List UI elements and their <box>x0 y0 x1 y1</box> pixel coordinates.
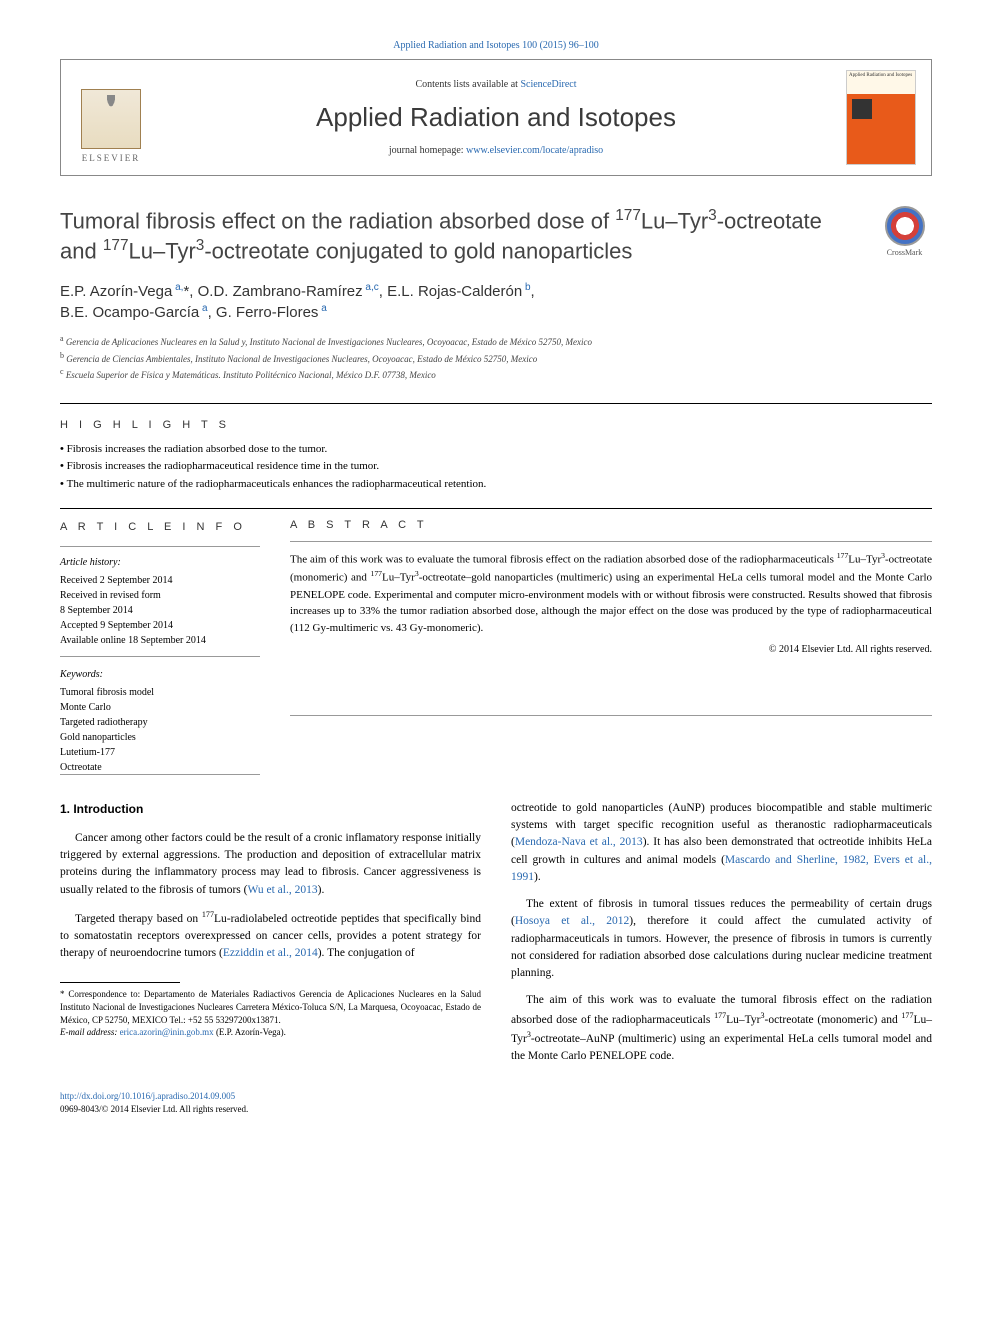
affiliations: a Gerencia de Aplicaciones Nucleares en … <box>60 333 932 383</box>
citation-link[interactable]: Mendoza-Nava et al., 2013 <box>515 836 643 848</box>
citation-link[interactable]: Hosoya et al., 2012 <box>515 915 629 927</box>
affil-a-sup: a <box>60 334 64 343</box>
right-column: octreotide to gold nanoparticles (AuNP) … <box>511 800 932 1075</box>
divider <box>60 508 932 509</box>
keyword: Targeted radiotherapy <box>60 715 260 730</box>
keyword: Lutetium-177 <box>60 745 260 760</box>
intro-p2: Targeted therapy based on 177Lu-radiolab… <box>60 909 481 963</box>
affil-b-sup: b <box>60 351 64 360</box>
history-item: Received 2 September 2014 <box>60 573 260 588</box>
sciencedirect-link[interactable]: ScienceDirect <box>520 79 576 90</box>
affil-c: Escuela Superior de Física y Matemáticas… <box>66 370 436 380</box>
homepage-prefix: journal homepage: <box>389 145 466 156</box>
intro-heading: 1. Introduction <box>60 800 481 818</box>
citation-link[interactable]: Mascardo and Sherline, 1982, Evers et al… <box>511 854 932 883</box>
issn-copyright: 0969-8043/© 2014 Elsevier Ltd. All right… <box>60 1104 248 1114</box>
article-info-sidebar: A R T I C L E I N F O Article history: R… <box>60 519 260 775</box>
crossmark-badge[interactable]: CrossMark <box>877 206 932 257</box>
keyword: Tumoral fibrosis model <box>60 685 260 700</box>
abstract-copyright: © 2014 Elsevier Ltd. All rights reserved… <box>290 644 932 655</box>
divider <box>290 715 932 716</box>
journal-cover-thumbnail[interactable]: Applied Radiation and Isotopes <box>846 70 916 165</box>
history-item: Available online 18 September 2014 <box>60 633 260 648</box>
keyword: Gold nanoparticles <box>60 730 260 745</box>
keyword: Octreotate <box>60 760 260 775</box>
crossmark-icon <box>885 206 925 246</box>
contents-line: Contents lists available at ScienceDirec… <box>146 79 846 90</box>
cover-title: Applied Radiation and Isotopes <box>849 73 912 78</box>
elsevier-tree-icon <box>81 89 141 149</box>
journal-header: ELSEVIER Contents lists available at Sci… <box>60 59 932 176</box>
email-link[interactable]: erica.azorin@inin.gob.mx <box>120 1027 214 1037</box>
contents-prefix: Contents lists available at <box>415 79 520 90</box>
doi-block: http://dx.doi.org/10.1016/j.apradiso.201… <box>60 1090 932 1115</box>
affil-a: Gerencia de Aplicaciones Nucleares en la… <box>66 337 592 347</box>
crossmark-label: CrossMark <box>877 248 932 257</box>
keywords-label: Keywords: <box>60 667 260 682</box>
abstract-heading: A B S T R A C T <box>290 519 932 531</box>
highlight-item: Fibrosis increases the radiopharmaceutic… <box>60 458 932 476</box>
citation-link[interactable]: Wu et al., 2013 <box>247 884 317 896</box>
homepage-line: journal homepage: www.elsevier.com/locat… <box>146 145 846 156</box>
divider <box>60 403 932 404</box>
citation-link[interactable]: Ezziddin et al., 2014 <box>223 947 318 959</box>
correspondence-footnote: * Correspondence to: Departamento de Mat… <box>60 988 481 1038</box>
history-item: Accepted 9 September 2014 <box>60 618 260 633</box>
keyword: Monte Carlo <box>60 700 260 715</box>
divider <box>60 656 260 657</box>
article-title: Tumoral fibrosis effect on the radiation… <box>60 206 857 266</box>
top-citation[interactable]: Applied Radiation and Isotopes 100 (2015… <box>60 40 932 51</box>
highlight-item: Fibrosis increases the radiation absorbe… <box>60 441 932 459</box>
article-info-heading: A R T I C L E I N F O <box>60 519 260 536</box>
highlights-list: Fibrosis increases the radiation absorbe… <box>60 441 932 494</box>
email-label: E-mail address: <box>60 1027 120 1037</box>
doi-link[interactable]: http://dx.doi.org/10.1016/j.apradiso.201… <box>60 1091 235 1101</box>
history-item: 8 September 2014 <box>60 603 260 618</box>
divider <box>290 541 932 542</box>
elsevier-logo[interactable]: ELSEVIER <box>76 73 146 163</box>
divider <box>60 546 260 547</box>
intro-p3: octreotide to gold nanoparticles (AuNP) … <box>511 800 932 886</box>
elsevier-text: ELSEVIER <box>82 153 141 163</box>
affil-b: Gerencia de Ciencias Ambientales, Instit… <box>66 354 537 364</box>
article-history-label: Article history: <box>60 555 260 570</box>
intro-p1: Cancer among other factors could be the … <box>60 830 481 899</box>
history-item: Received in revised form <box>60 588 260 603</box>
intro-p5: The aim of this work was to evaluate the… <box>511 992 932 1065</box>
abstract-text: The aim of this work was to evaluate the… <box>290 550 932 636</box>
affil-c-sup: c <box>60 367 64 376</box>
homepage-link[interactable]: www.elsevier.com/locate/apradiso <box>466 145 603 156</box>
highlights-heading: H I G H L I G H T S <box>60 419 932 431</box>
footnote-divider <box>60 982 180 983</box>
journal-name: Applied Radiation and Isotopes <box>146 102 846 133</box>
left-column: 1. Introduction Cancer among other facto… <box>60 800 481 1075</box>
intro-p4: The extent of fibrosis in tumoral tissue… <box>511 896 932 982</box>
highlight-item: The multimeric nature of the radiopharma… <box>60 476 932 494</box>
authors-list: E.P. Azorín-Vega a,*, O.D. Zambrano-Ramí… <box>60 281 932 323</box>
